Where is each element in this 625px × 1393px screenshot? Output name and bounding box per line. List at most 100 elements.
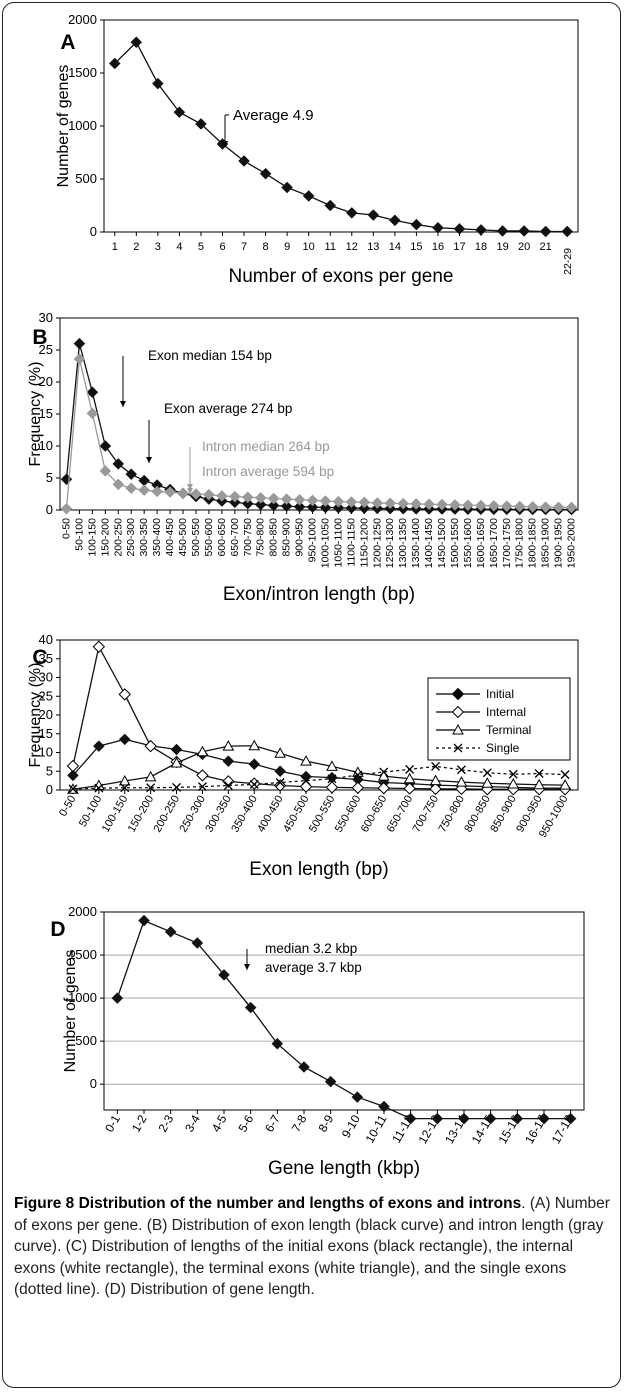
panel-b-ytick-label: 5 [46,470,53,485]
panel-b-data-point [86,407,99,420]
panel-d-plot-area [103,911,585,1111]
panel-d-data-point [458,1112,470,1125]
panel-b-xtick-label: 1250-1300 [384,518,396,568]
panel-b-data-point [60,502,73,515]
panel-a-annotation-arrowhead [222,141,228,147]
panel-b-annotation-arrowhead [120,401,126,407]
panel-b-data-point [332,501,345,514]
panel-a-xtick-label: 21 [540,241,552,253]
panel-c-ytick-label: 10 [39,745,53,760]
panel-d-letter: D [50,918,65,941]
panel-b-xtick-label: 1550-1600 [462,518,474,568]
panel-c-data-point [351,781,365,794]
panel-b-data-point [138,484,151,497]
panel-b-xtick-label: 650-700 [229,518,241,557]
panel-c-data-point [274,747,286,758]
panel-b-xtick-label: 750-800 [255,518,267,557]
panel-d-xlabel: Gene length (kbp) [268,1158,420,1179]
panel-a-xtick-label: 8 [263,241,269,253]
panel-a-data-point [496,225,509,237]
panel-a-xtick-label: 3 [155,241,161,253]
panel-c-data-point [533,778,545,790]
panel-b-xtick-label: 1800-1850 [527,518,539,568]
panel-c-data-point [196,745,209,757]
panel-c-data-point [67,769,79,782]
panel-b-xtick-label: 1300-1350 [397,518,409,568]
panel-d-data-point [244,1001,257,1014]
panel-b-xtick-label: 200-250 [112,518,124,557]
panel-b-data-point [306,501,319,513]
panel-b-data-point [449,499,461,511]
panel-b-data-point [410,498,422,510]
panel-d-data-point [538,1112,550,1125]
panel-c-legend-label: Internal [486,705,526,719]
panel-c-data-point [455,776,468,787]
panel-a-annotation: Average 4.9 [233,107,314,124]
panel-d-data-point [191,937,204,949]
panel-c-ytick-label: 35 [39,651,53,666]
panel-b-data-point [358,496,371,509]
panel-b-data-point [345,502,358,514]
panel-c-data-point [249,779,259,789]
panel-b-data-point [73,353,86,365]
panel-a-xtick-label: 16 [432,241,444,253]
panel-b-data-point [241,497,254,510]
panel-b-xtick-label: 1950-2000 [566,518,578,568]
panel-b-data-point [216,490,228,502]
panel-b-xtick-label: 1850-1900 [540,518,552,568]
panel-b-data-point [112,458,125,470]
panel-c-data-point [560,770,570,780]
panel-c-data-point [66,759,80,773]
panel-b-annotation: Exon average 274 bp [164,401,292,416]
panel-c-data-point [118,733,131,746]
panel-c-data-point [481,777,494,788]
panel-a-ytick-label: 1500 [68,65,97,80]
panel-b-data-point [513,500,526,513]
panel-b-xtick-label: 350-400 [151,518,163,557]
panel-c-data-point [559,779,571,790]
panel-b-data-point [332,495,345,508]
panel-c-data-point [507,777,520,789]
panel-d-annotation: average 3.7 kbp [265,960,362,975]
panel-b-xtick-label: 400-450 [164,518,176,557]
panel-b-ytick-label: 30 [39,310,53,325]
panel-c-data-point [456,765,466,775]
panel-a-xtick-label: 12 [346,241,358,253]
panel-c-legend [427,677,571,761]
panel-b-xtick-label: 1400-1450 [423,518,435,568]
panel-b-xtick-label: 1200-1250 [371,518,383,568]
panel-a-xtick-label: 19 [496,241,508,253]
panel-b-xtick-label: 600-650 [216,518,228,557]
panel-b-ytick-label: 20 [39,374,53,389]
panel-d-xtick-label: 4-5 [209,1112,230,1134]
panel-a-data-point [195,118,207,130]
panel-a-data-point [302,190,315,202]
panel-b-xtick-label: 250-300 [125,518,137,557]
panel-d-data-point [111,992,124,1004]
panel-a-xtick-label: 18 [475,241,487,253]
panel-c-data-point [326,760,338,771]
panel-c-legend-marker [451,705,465,719]
panel-d-xtick-label: 7-8 [289,1112,310,1134]
panel-b-xtick-label: 850-900 [281,518,293,557]
panel-d-data-point [298,1061,310,1073]
panel-b-data-point [267,492,280,505]
panel-b-ytick-label: 25 [39,342,53,357]
panel-d-data-point [324,1075,337,1088]
panel-a-data-point [453,222,466,235]
panel-d-data-point [351,1091,364,1103]
panel-d-data-point [218,968,230,981]
panel-b-annotation: Exon median 154 bp [148,348,272,363]
panel-a-xtick-label: 20 [518,241,530,253]
panel-c-data-point [429,774,442,786]
panel-b-xtick-label: 1650-1700 [488,518,500,568]
panel-a-data-point [432,221,444,234]
panel-d-ylabel: Number of genes [62,950,79,1073]
panel-d-xtick-label: 2-3 [155,1112,176,1134]
panel-d-xtick-label: 8-9 [315,1112,336,1134]
panel-a-ytick-label: 2000 [68,12,97,27]
panel-b-data-point [500,500,513,513]
panel-b-data-point [99,440,112,452]
panel-d-data-point [404,1112,417,1125]
